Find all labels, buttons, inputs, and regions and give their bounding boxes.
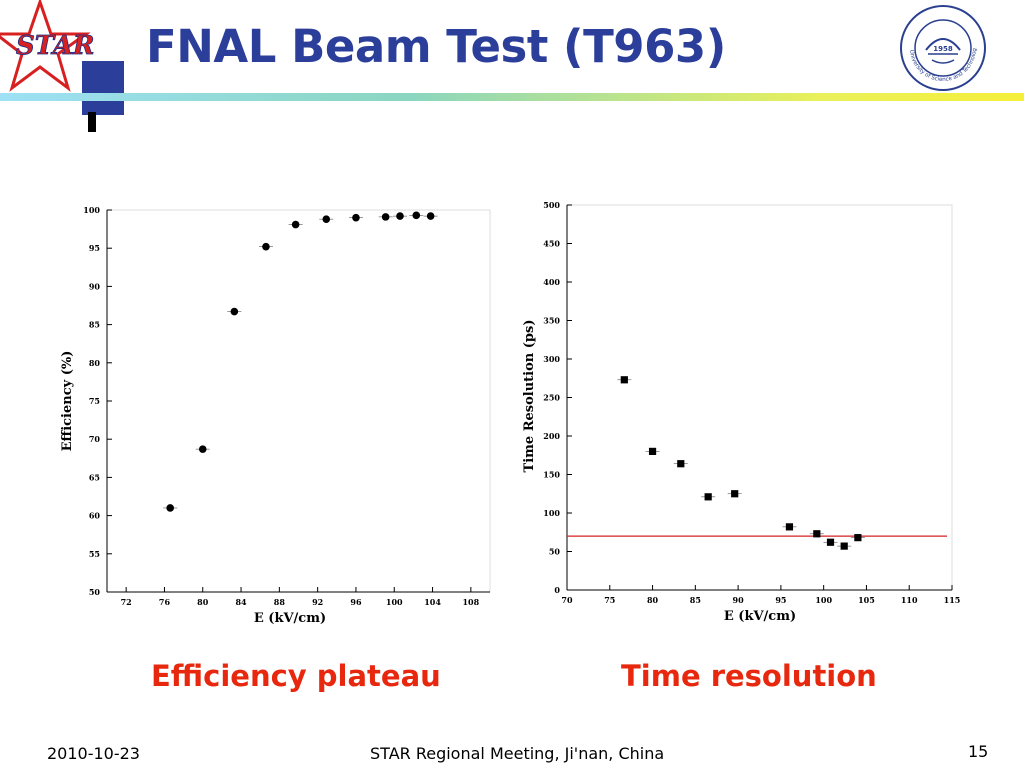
efficiency-data-point (396, 212, 404, 220)
efficiency-y-tick-label: 65 (89, 472, 100, 482)
efficiency-x-tick-label: 108 (462, 597, 479, 607)
efficiency-chart: 50 55 60 65 70 75 80 85 90 95 100 72 76 80 84 88 92 96 10… (50, 186, 500, 631)
time-resolution-x-tick-label: 105 (858, 595, 875, 605)
seal-year: 1958 (933, 45, 953, 53)
efficiency-x-tick-label: 92 (312, 597, 323, 607)
efficiency-x-tick-label: 72 (121, 597, 132, 607)
efficiency-plot-frame (106, 209, 491, 593)
efficiency-data-point (166, 504, 174, 512)
title-accent-tick (88, 112, 96, 132)
time-resolution-y-tick-label: 200 (543, 431, 560, 441)
slide-title: FNAL Beam Test (T963) (146, 20, 726, 73)
efficiency-y-tick-label: 90 (89, 281, 101, 291)
title-accent-block (82, 61, 124, 115)
time-resolution-y-tick-label: 50 (549, 547, 561, 557)
efficiency-data-point (322, 215, 331, 223)
efficiency-y-axis-label: Efficiency (%) (60, 351, 75, 452)
efficiency-y-tick-label: 50 (89, 587, 101, 597)
time-resolution-data-point (648, 447, 657, 455)
time-resolution-caption: Time resolution (621, 659, 877, 693)
star-logo-text: STAR (16, 31, 94, 61)
time-resolution-y-tick-label: 300 (543, 354, 560, 364)
time-resolution-data-point (785, 523, 794, 531)
time-resolution-y-tick-label: 450 (543, 239, 560, 249)
time-resolution-x-tick-label: 110 (901, 595, 918, 605)
footer-meeting: STAR Regional Meeting, Ji'nan, China (370, 744, 665, 763)
efficiency-x-tick-label: 80 (197, 597, 209, 607)
time-resolution-y-tick-label: 500 (543, 200, 560, 210)
time-resolution-x-tick-label: 75 (604, 595, 615, 605)
efficiency-y-tick-label: 70 (89, 434, 101, 444)
efficiency-y-tick-label: 60 (89, 511, 101, 521)
efficiency-x-tick-label: 100 (386, 597, 403, 607)
efficiency-data-point (412, 211, 421, 220)
efficiency-data-point (198, 445, 207, 453)
time-resolution-x-tick-label: 80 (647, 595, 659, 605)
time-resolution-x-axis-label: E (kV/cm) (724, 609, 796, 624)
time-resolution-x-tick-label: 115 (944, 595, 960, 605)
time-resolution-data-point (731, 490, 739, 498)
efficiency-data-point (230, 307, 239, 316)
time-resolution-x-tick-label: 70 (561, 595, 573, 605)
efficiency-y-tick-label: 80 (89, 358, 101, 368)
time-resolution-y-tick-label: 250 (543, 393, 560, 403)
time-resolution-data-point (854, 534, 862, 542)
time-resolution-data-point (840, 542, 848, 550)
time-resolution-x-tick-label: 100 (815, 595, 832, 605)
efficiency-y-tick-label: 85 (89, 320, 100, 330)
time-resolution-x-tick-label: 95 (775, 595, 786, 605)
time-resolution-y-tick-label: 0 (554, 585, 560, 595)
efficiency-x-axis-label: E (kV/cm) (254, 611, 326, 626)
time-resolution-data-point (620, 376, 628, 384)
efficiency-data-point (352, 213, 360, 222)
efficiency-x-tick-label: 88 (274, 597, 286, 607)
efficiency-y-tick-label: 100 (83, 205, 100, 215)
time-resolution-x-tick-label: 85 (690, 595, 701, 605)
time-resolution-data-point (813, 530, 821, 538)
time-resolution-chart: 0 50 100 150 200 250 300 350 400 450 500 70 75 80 85 9… (510, 186, 960, 631)
footer-date: 2010-10-23 (47, 744, 140, 763)
efficiency-x-tick-label: 96 (350, 597, 362, 607)
university-seal-icon: University of Science and Technology of … (898, 4, 986, 91)
efficiency-data-point (291, 220, 300, 229)
efficiency-chart-svg: 50 55 60 65 70 75 80 85 90 95 100 72 76 80 84 88 92 96 10… (60, 205, 491, 626)
time-resolution-plot-frame (566, 204, 953, 591)
time-resolution-data-point (704, 493, 712, 501)
time-resolution-y-tick-label: 100 (543, 508, 560, 518)
time-resolution-y-tick-label: 150 (543, 470, 560, 480)
efficiency-y-tick-label: 95 (89, 243, 100, 253)
efficiency-y-tick-label: 55 (89, 549, 100, 559)
efficiency-y-tick-label: 75 (89, 396, 100, 406)
time-resolution-data-point (677, 460, 685, 468)
efficiency-data-point (426, 212, 435, 220)
star-logo-icon: STAR (0, 0, 95, 92)
efficiency-caption: Efficiency plateau (151, 659, 441, 693)
time-resolution-chart-svg: 0 50 100 150 200 250 300 350 400 450 500 70 75 80 85 9… (522, 200, 960, 624)
efficiency-x-tick-label: 76 (159, 597, 171, 607)
title-divider (0, 93, 1024, 101)
time-resolution-y-tick-label: 350 (543, 316, 560, 326)
efficiency-x-tick-label: 84 (235, 597, 247, 607)
time-resolution-y-axis-label: Time Resolution (ps) (522, 320, 537, 473)
page-number: 15 (968, 742, 989, 761)
time-resolution-y-tick-label: 400 (543, 277, 560, 287)
time-resolution-data-point (826, 538, 835, 546)
time-resolution-x-tick-label: 90 (733, 595, 745, 605)
efficiency-data-point (262, 242, 270, 251)
efficiency-data-point (381, 213, 390, 221)
efficiency-x-tick-label: 104 (424, 597, 441, 607)
